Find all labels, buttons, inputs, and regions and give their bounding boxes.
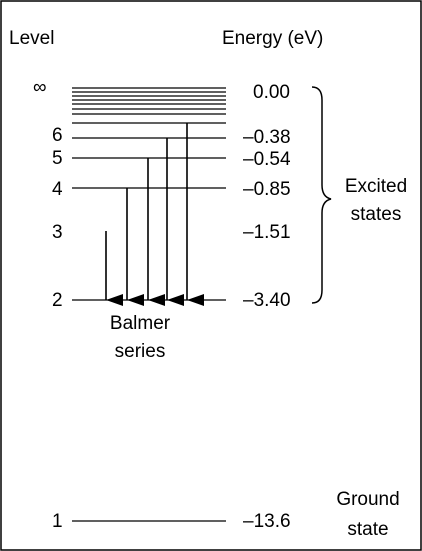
energy-value-6: –0.38 bbox=[243, 127, 291, 148]
level-label-2: 2 bbox=[52, 290, 63, 311]
excited-label-line2: states bbox=[351, 204, 402, 225]
infinity-cluster bbox=[72, 87, 226, 115]
ground-label-line2: state bbox=[347, 519, 388, 540]
level-label-6: 6 bbox=[52, 125, 63, 146]
level-label-3: 3 bbox=[52, 222, 63, 243]
level-label-4: 4 bbox=[52, 179, 63, 200]
energy-value-infinity: 0.00 bbox=[253, 82, 290, 103]
level-label-infinity: ∞ bbox=[33, 77, 47, 98]
energy-value-4: –0.85 bbox=[243, 179, 291, 200]
excited-states-brace bbox=[311, 86, 332, 304]
energy-value-2: –3.40 bbox=[243, 290, 291, 311]
excited-label-line1: Excited bbox=[345, 176, 407, 197]
energy-value-1: –13.6 bbox=[243, 511, 291, 532]
energy-header: Energy (eV) bbox=[222, 28, 323, 49]
level-label-5: 5 bbox=[52, 148, 63, 169]
ground-label-line1: Ground bbox=[336, 489, 399, 510]
balmer-arrows bbox=[105, 123, 204, 306]
level-label-1: 1 bbox=[52, 511, 63, 532]
series-label-line1: Balmer bbox=[110, 313, 171, 334]
level-header: Level bbox=[9, 28, 54, 49]
energy-value-5: –0.54 bbox=[243, 149, 291, 170]
series-label-line2: series bbox=[115, 341, 166, 362]
energy-value-3: –1.51 bbox=[243, 222, 291, 243]
